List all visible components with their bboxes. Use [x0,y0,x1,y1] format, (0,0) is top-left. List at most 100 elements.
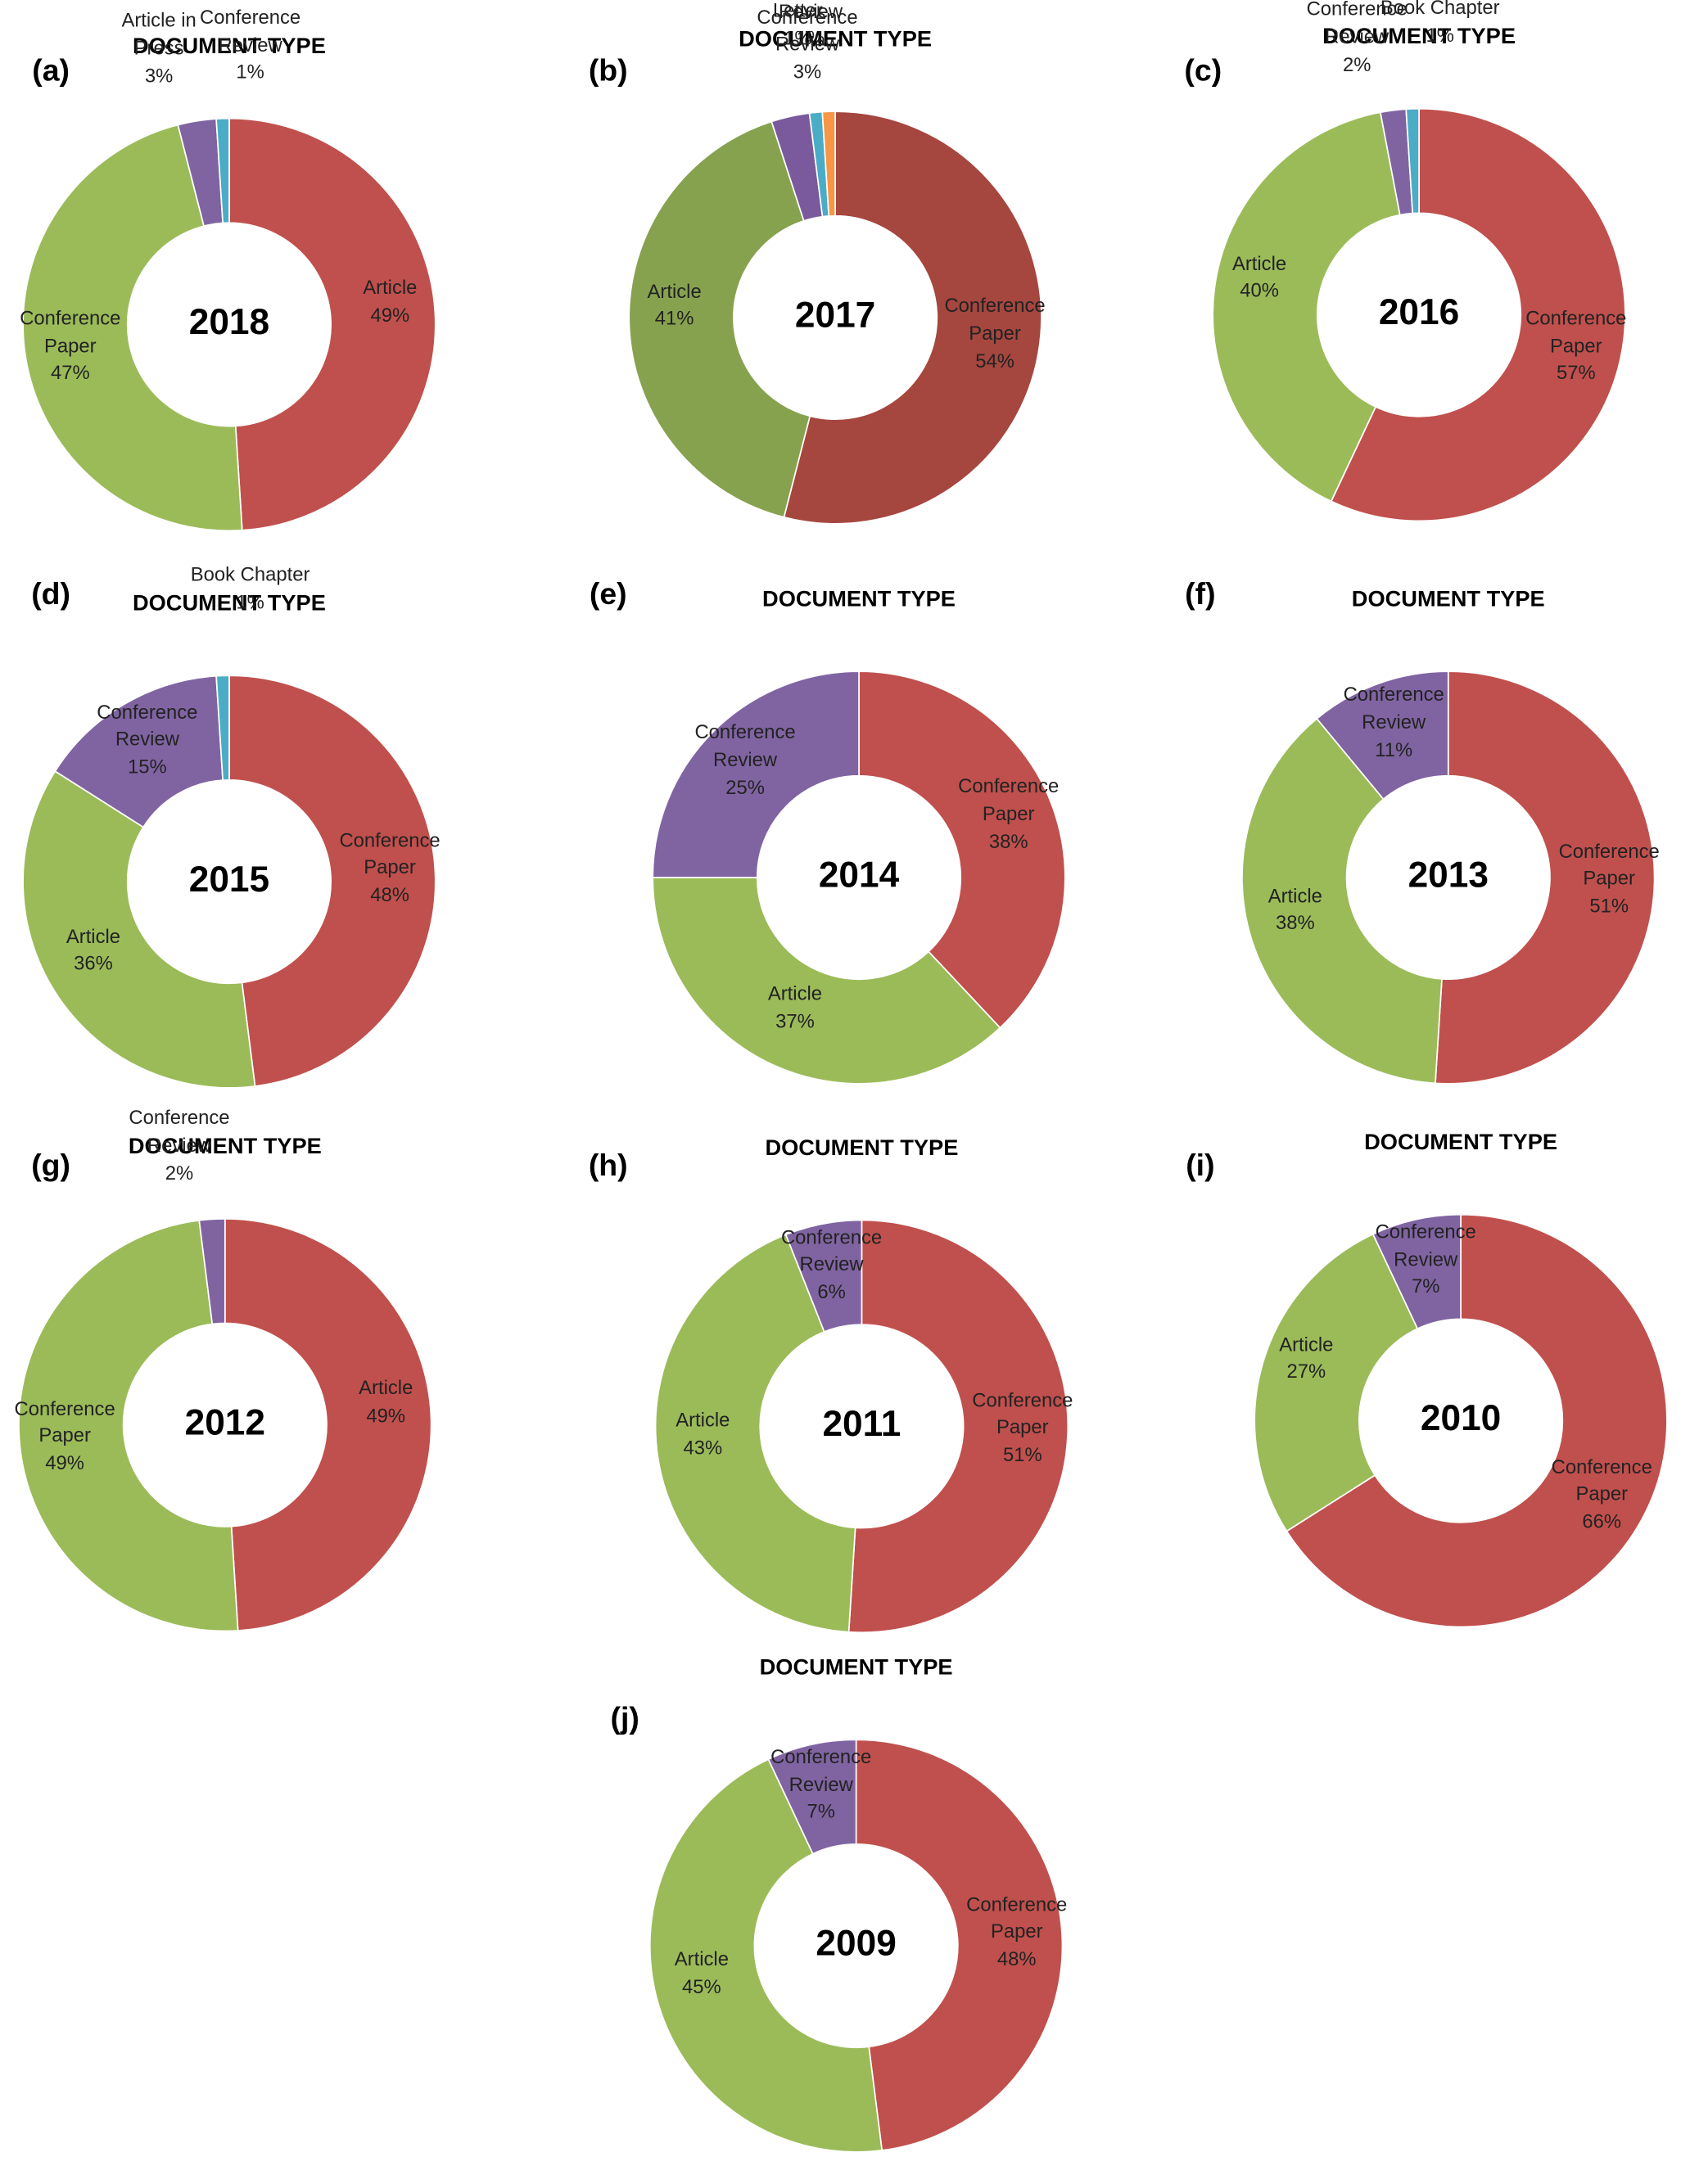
value-label: 37% [775,1009,815,1032]
slice-label-box: Conference Review 2% [116,1105,242,1187]
slice-label: Article 37% [732,981,857,1036]
slice-label: Conference Paper 38% [958,775,1059,852]
slice-label-box: Article 49% [328,275,453,330]
slice-label-box: Article in Press 3% [97,7,222,89]
slice-label: Conference Review 11% [1343,683,1444,760]
slice-label: Article 27% [1244,1331,1369,1386]
slice-label-box: Conference Paper 54% [932,293,1057,375]
category-label: Conference Paper [1525,306,1627,357]
slice-label: Conference Review 7% [1376,1221,1476,1297]
value-label: 1% [236,60,264,83]
value-label: 41% [654,306,694,329]
category-label: Conference Review [694,720,796,770]
donut-panel: (i) DOCUMENT TYPE Conference Paper 66% Artic… [1186,1129,1668,1628]
value-label: 49% [366,1404,406,1427]
value-label: 49% [370,303,410,327]
category-label: Letter [772,0,823,21]
center-label: 2009 [816,1924,896,1964]
category-label: Article [1231,251,1287,274]
donut-slice [198,1217,226,1325]
donut-slice [628,120,811,518]
donut-slice [1330,107,1626,522]
donut-slice [54,675,224,828]
slice-label-box: Article 43% [640,1407,766,1462]
value-label: 27% [1286,1360,1326,1383]
donut-panel: (d) DOCUMENT TYPE Conference Paper 48% Artic… [22,562,452,1089]
slice-label-box: Conference Review 1% [188,4,313,86]
slice-label: Conference Paper 66% [1539,1454,1665,1536]
panel-label: (b) [589,52,628,87]
donut-slice [783,111,1042,525]
category-label: Conference Paper [20,306,121,357]
slice-label: Conference Paper 48% [327,827,452,909]
value-label: 48% [370,882,409,905]
category-label: Conference Review [129,1106,230,1157]
chart-title: DOCUMENT TYPE [765,1135,958,1160]
value-label: 2% [1342,52,1371,75]
panel-label: (j) [610,1700,639,1735]
slice-label: Conference Review 3% [744,3,870,85]
panel-label: (a) [32,52,70,87]
slice-label: Article 36% [30,923,156,978]
donut-slice [1371,1213,1462,1330]
slice-label: Conference Review 1% [188,4,313,86]
category-label: Conference Paper [14,1397,115,1446]
center-label: 2016 [1379,292,1459,332]
donut-panel: (j) DOCUMENT TYPE Conference Paper 48% Artic… [610,1654,1068,2153]
center-label: 2010 [1421,1398,1501,1438]
value-label: 11% [1375,737,1413,760]
category-label: Article [66,924,121,947]
chart-title: DOCUMENT TYPE [133,590,326,616]
panel-label: (c) [1184,52,1222,87]
value-label: 54% [975,349,1014,372]
donut-slice [1435,670,1656,1085]
slice-label: Article 49% [328,275,453,330]
slice-label-box: Conference Paper 51% [960,1387,1085,1469]
slice-label-box: Article 27% [1244,1331,1369,1386]
slice-label-box: Article 36% [30,923,156,978]
donut-panel: (c) DOCUMENT TYPE Conference Paper 57% Artic… [1184,0,1627,522]
slice-label: Book Chapter 1% [1380,0,1500,46]
donut-slice [847,1219,1069,1634]
value-label: 7% [807,1800,835,1823]
slice-label-box: Article 37% [732,981,857,1036]
category-label: Conference Review [757,4,858,55]
category-label: Article [674,1947,729,1970]
slice-label: Review 1% [778,0,843,49]
donut-slice [654,1234,856,1633]
donut-slice [1254,1233,1419,1532]
slice-label: Article 41% [612,278,737,333]
category-label: Conference Review [1343,683,1444,733]
slice-label-box: Conference Paper 51% [1547,838,1672,920]
donut-slice [22,124,243,532]
category-label: Conference Review [200,5,301,56]
slice-label-box: Conference Review 15% [84,698,210,780]
donut-panel: (f) DOCUMENT TYPE Conference Paper 51% Artic… [1185,576,1672,1085]
slice-label: Article 45% [674,1947,729,1997]
category-label: Article [1268,883,1322,907]
slice-label: Conference Paper 51% [960,1387,1085,1469]
chart-title: DOCUMENT TYPE [1352,586,1545,611]
slice-label-box: Letter 1% [735,0,861,52]
slice-label: Letter 1% [735,0,861,52]
value-label: 3% [793,59,822,82]
center-label: 2015 [189,860,269,900]
slice-label-box: Book Chapter 1% [188,562,313,616]
value-label: 25% [725,774,765,798]
panel-label: (f) [1185,576,1215,611]
slice-label-box: Conference Review 3% [744,3,870,85]
slice-label-box: Article 41% [612,278,737,333]
slice-label: Article in Press 3% [97,7,222,89]
slice-label-box: Conference Paper 66% [1539,1454,1665,1536]
category-label: Conference Review [770,1745,872,1796]
slice-label: Conference Review 7% [770,1745,872,1823]
category-label: Conference Paper [966,1892,1068,1943]
slice-label-box: Conference Review 6% [769,1224,894,1306]
category-label: Review [778,0,843,22]
slice-label-box: Conference Paper 48% [327,827,452,909]
value-label: 51% [1589,894,1629,917]
slice-label: Conference Paper 51% [1547,838,1672,920]
donut-slice [215,117,230,224]
